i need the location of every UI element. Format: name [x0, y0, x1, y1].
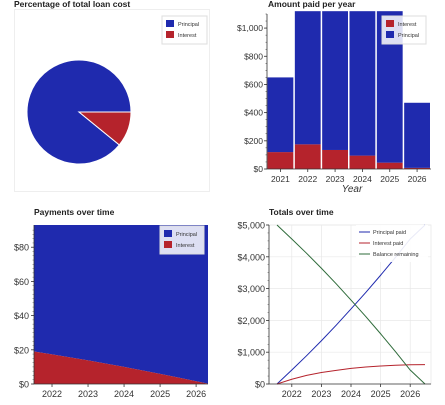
area-principal	[34, 225, 208, 384]
area-interest	[34, 351, 208, 384]
area-legend-swatch	[164, 230, 172, 237]
line-legend-label: Interest paid	[373, 241, 403, 247]
pie-chart: Principal Interest	[14, 9, 210, 192]
area-chart: $0 $20 $40 $60 $80 2022 2023 2024 2025 2026 Princi…	[14, 225, 208, 399]
pie-legend-swatch	[166, 20, 174, 27]
area-legend-label: Principal	[176, 232, 197, 238]
bar-xtick-label: 2023	[326, 174, 345, 184]
area-ytick-label: $60	[14, 277, 29, 287]
line-xtick-label: 2023	[311, 389, 331, 399]
bar-panel: Amount paid per year $0 $200 $400 $600 $800 $…	[222, 0, 445, 200]
area-xtick-label: 2023	[78, 389, 98, 399]
line-series	[276, 224, 426, 385]
bar-ytick-label: $200	[244, 136, 263, 146]
bar-interest	[267, 152, 294, 169]
line-ytick-label: $2,000	[237, 316, 265, 326]
line-xtick-label: 2022	[282, 389, 302, 399]
line-xtick-label: 2026	[400, 389, 420, 399]
line-ytick-label: $5,000	[237, 221, 265, 231]
bar-title: Amount paid per year	[268, 0, 356, 9]
bar-ytick-label: $1,000	[237, 23, 263, 33]
bar-ytick-label: $0	[254, 164, 264, 174]
line-series	[276, 364, 426, 385]
line-xtick-label: 2024	[341, 389, 361, 399]
bar-xtick-label: 2025	[380, 174, 399, 184]
line-ytick-label: $3,000	[237, 284, 265, 294]
area-xtick-label: 2022	[42, 389, 62, 399]
area-xtick-label: 2026	[186, 389, 206, 399]
area-ytick-label: $20	[14, 345, 29, 355]
bar-xtick-label: 2024	[353, 174, 372, 184]
bar-interest	[376, 162, 403, 169]
pie-title: Percentage of total loan cost	[14, 0, 131, 9]
bar-legend-swatch	[386, 31, 394, 38]
bar-interest	[404, 167, 430, 169]
bar-ytick-label: $400	[244, 108, 263, 118]
bar-chart: $0 $200 $400 $600 $800 $1,000 2021 2022 2023 2024…	[237, 11, 431, 195]
bar-legend-label: Interest	[398, 22, 417, 28]
area-legend-label: Interest	[176, 243, 195, 249]
bar-legend-label: Principal	[398, 33, 419, 39]
area-title: Payments over time	[34, 207, 115, 217]
line-panel: Totals over time $0 $1,000 $2,000 $3,000 $4,…	[222, 203, 445, 405]
bar-principal	[349, 11, 376, 156]
area-legend-swatch	[164, 241, 172, 248]
bar-xtick-label: 2022	[298, 174, 317, 184]
bar-ytick-label: $600	[244, 79, 263, 89]
bar-xtick-label: 2021	[271, 174, 290, 184]
line-title: Totals over time	[269, 207, 334, 217]
pie-slice-principal	[26, 59, 132, 165]
area-ytick-label: $40	[14, 311, 29, 321]
line-ytick-label: $1,000	[237, 348, 265, 358]
line-chart: $0 $1,000 $2,000 $3,000 $4,000 $5,000 2022 2023…	[237, 221, 432, 399]
area-ytick-label: $0	[19, 380, 29, 390]
line-legend-label: Principal paid	[373, 230, 406, 236]
line-legend-label: Balance remaining	[373, 252, 419, 258]
bar-principal	[267, 77, 294, 153]
bar-xlabel: Year	[342, 184, 363, 195]
bar-principal	[294, 11, 321, 145]
area-xtick-label: 2025	[150, 389, 170, 399]
bar-interest	[322, 149, 348, 169]
bar-xtick-label: 2026	[408, 174, 427, 184]
pie-legend-label: Principal	[178, 22, 199, 28]
bar-legend-swatch	[386, 20, 394, 27]
area-ytick-label: $80	[14, 243, 29, 253]
bar-interest	[349, 155, 376, 169]
bar-interest	[294, 144, 321, 169]
line-ytick-label: $0	[255, 380, 265, 390]
bar-principal	[404, 102, 430, 168]
bar-ytick-label: $800	[244, 51, 263, 61]
line-ytick-label: $4,000	[237, 252, 265, 262]
line-xtick-label: 2025	[371, 389, 391, 399]
pie-frame	[14, 9, 210, 192]
pie-panel: Percentage of total loan cost Principal I…	[14, 0, 210, 192]
area-xtick-label: 2024	[114, 389, 134, 399]
pie-legend-label: Interest	[178, 33, 197, 39]
pie-legend-swatch	[166, 31, 174, 38]
pie-slice-interest	[77, 111, 132, 146]
area-panel: Payments over time $0 $20 $40 $60 $80 2022 202…	[0, 203, 222, 405]
bar-principal	[322, 11, 348, 150]
